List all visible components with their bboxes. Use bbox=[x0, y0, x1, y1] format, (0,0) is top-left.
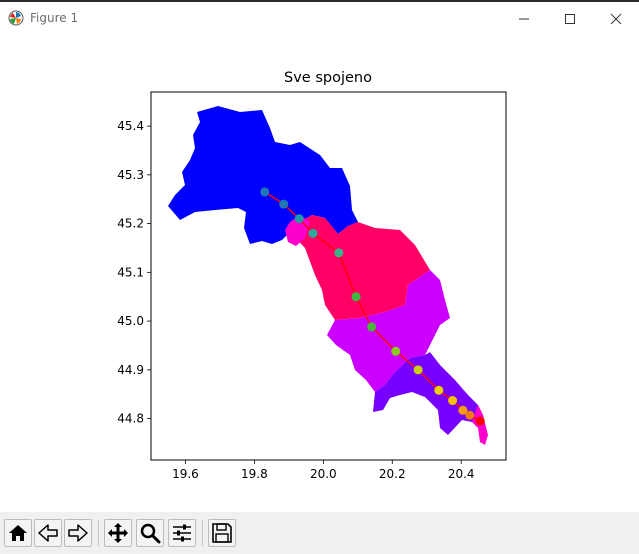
route-point bbox=[260, 187, 270, 197]
toolbar-separator bbox=[202, 520, 203, 546]
matplotlib-icon bbox=[8, 10, 24, 26]
route-points bbox=[260, 187, 485, 426]
toolbar-separator bbox=[98, 520, 99, 546]
route-point bbox=[413, 365, 423, 375]
route-point bbox=[279, 199, 289, 209]
forward-arrow-icon bbox=[68, 524, 88, 542]
y-tick-label: 45.3 bbox=[117, 168, 144, 182]
move-icon bbox=[108, 523, 128, 543]
route-point bbox=[448, 396, 458, 406]
window-title: Figure 1 bbox=[30, 11, 79, 25]
x-tick-label: 19.8 bbox=[241, 467, 268, 481]
pan-button[interactable] bbox=[104, 519, 132, 547]
back-button[interactable] bbox=[34, 519, 62, 547]
figure-svg: Sve spojeno 19.6 19.8 20.0 20.2 20.4 44.844.… bbox=[117, 70, 507, 481]
region-pink bbox=[290, 215, 430, 320]
x-tick-label: 20.0 bbox=[310, 467, 337, 481]
configure-subplots-button[interactable] bbox=[168, 519, 196, 547]
y-tick-label: 45.4 bbox=[117, 119, 144, 133]
route-point bbox=[475, 416, 485, 426]
save-button[interactable] bbox=[208, 519, 236, 547]
route-point bbox=[465, 410, 475, 420]
close-button[interactable] bbox=[593, 4, 639, 34]
figure-canvas[interactable]: Sve spojeno 19.6 19.8 20.0 20.2 20.4 44.8 44.… bbox=[0, 32, 639, 512]
maximize-icon bbox=[565, 14, 575, 24]
region-violet bbox=[373, 352, 483, 435]
y-tick-label: 45.2 bbox=[117, 217, 144, 231]
zoom-icon bbox=[140, 523, 161, 544]
home-icon bbox=[9, 525, 27, 541]
route-point bbox=[367, 322, 377, 332]
map-regions bbox=[168, 106, 488, 445]
y-axis: 44.8 44.9 45.0 45.1 45.2 45.3 45.4 bbox=[117, 119, 151, 426]
window-top-border bbox=[0, 0, 639, 2]
close-icon bbox=[610, 13, 622, 25]
navigation-toolbar bbox=[0, 512, 639, 554]
route-point bbox=[351, 292, 361, 302]
x-axis: 19.6 19.8 20.0 20.2 20.4 bbox=[172, 460, 475, 481]
route-point bbox=[334, 248, 344, 258]
route-point bbox=[458, 405, 468, 415]
route-point bbox=[391, 346, 401, 356]
route-point bbox=[434, 385, 444, 395]
y-tick-label: 45.1 bbox=[117, 265, 144, 279]
minimize-button[interactable] bbox=[501, 4, 547, 34]
route-point bbox=[294, 214, 304, 224]
forward-button[interactable] bbox=[64, 519, 92, 547]
x-tick-label: 20.4 bbox=[448, 467, 475, 481]
chart-title: Sve spojeno bbox=[284, 70, 372, 86]
y-tick-label: 44.9 bbox=[117, 363, 144, 377]
region-blue bbox=[168, 106, 358, 244]
y-tick-label: 45.0 bbox=[117, 314, 144, 328]
region-purple bbox=[327, 270, 450, 392]
home-button[interactable] bbox=[4, 519, 32, 547]
zoom-button[interactable] bbox=[136, 519, 164, 547]
sliders-icon bbox=[173, 524, 191, 542]
x-tick-label: 20.2 bbox=[379, 467, 406, 481]
x-tick-label: 19.6 bbox=[172, 467, 199, 481]
title-bar: Figure 1 bbox=[0, 2, 639, 32]
back-arrow-icon bbox=[38, 524, 58, 542]
axes-frame bbox=[150, 91, 507, 461]
maximize-button[interactable] bbox=[547, 4, 593, 34]
route-point bbox=[308, 228, 318, 238]
minimize-icon bbox=[519, 18, 529, 20]
save-icon bbox=[212, 523, 232, 543]
y-tick-label: 44.8 bbox=[117, 412, 144, 426]
